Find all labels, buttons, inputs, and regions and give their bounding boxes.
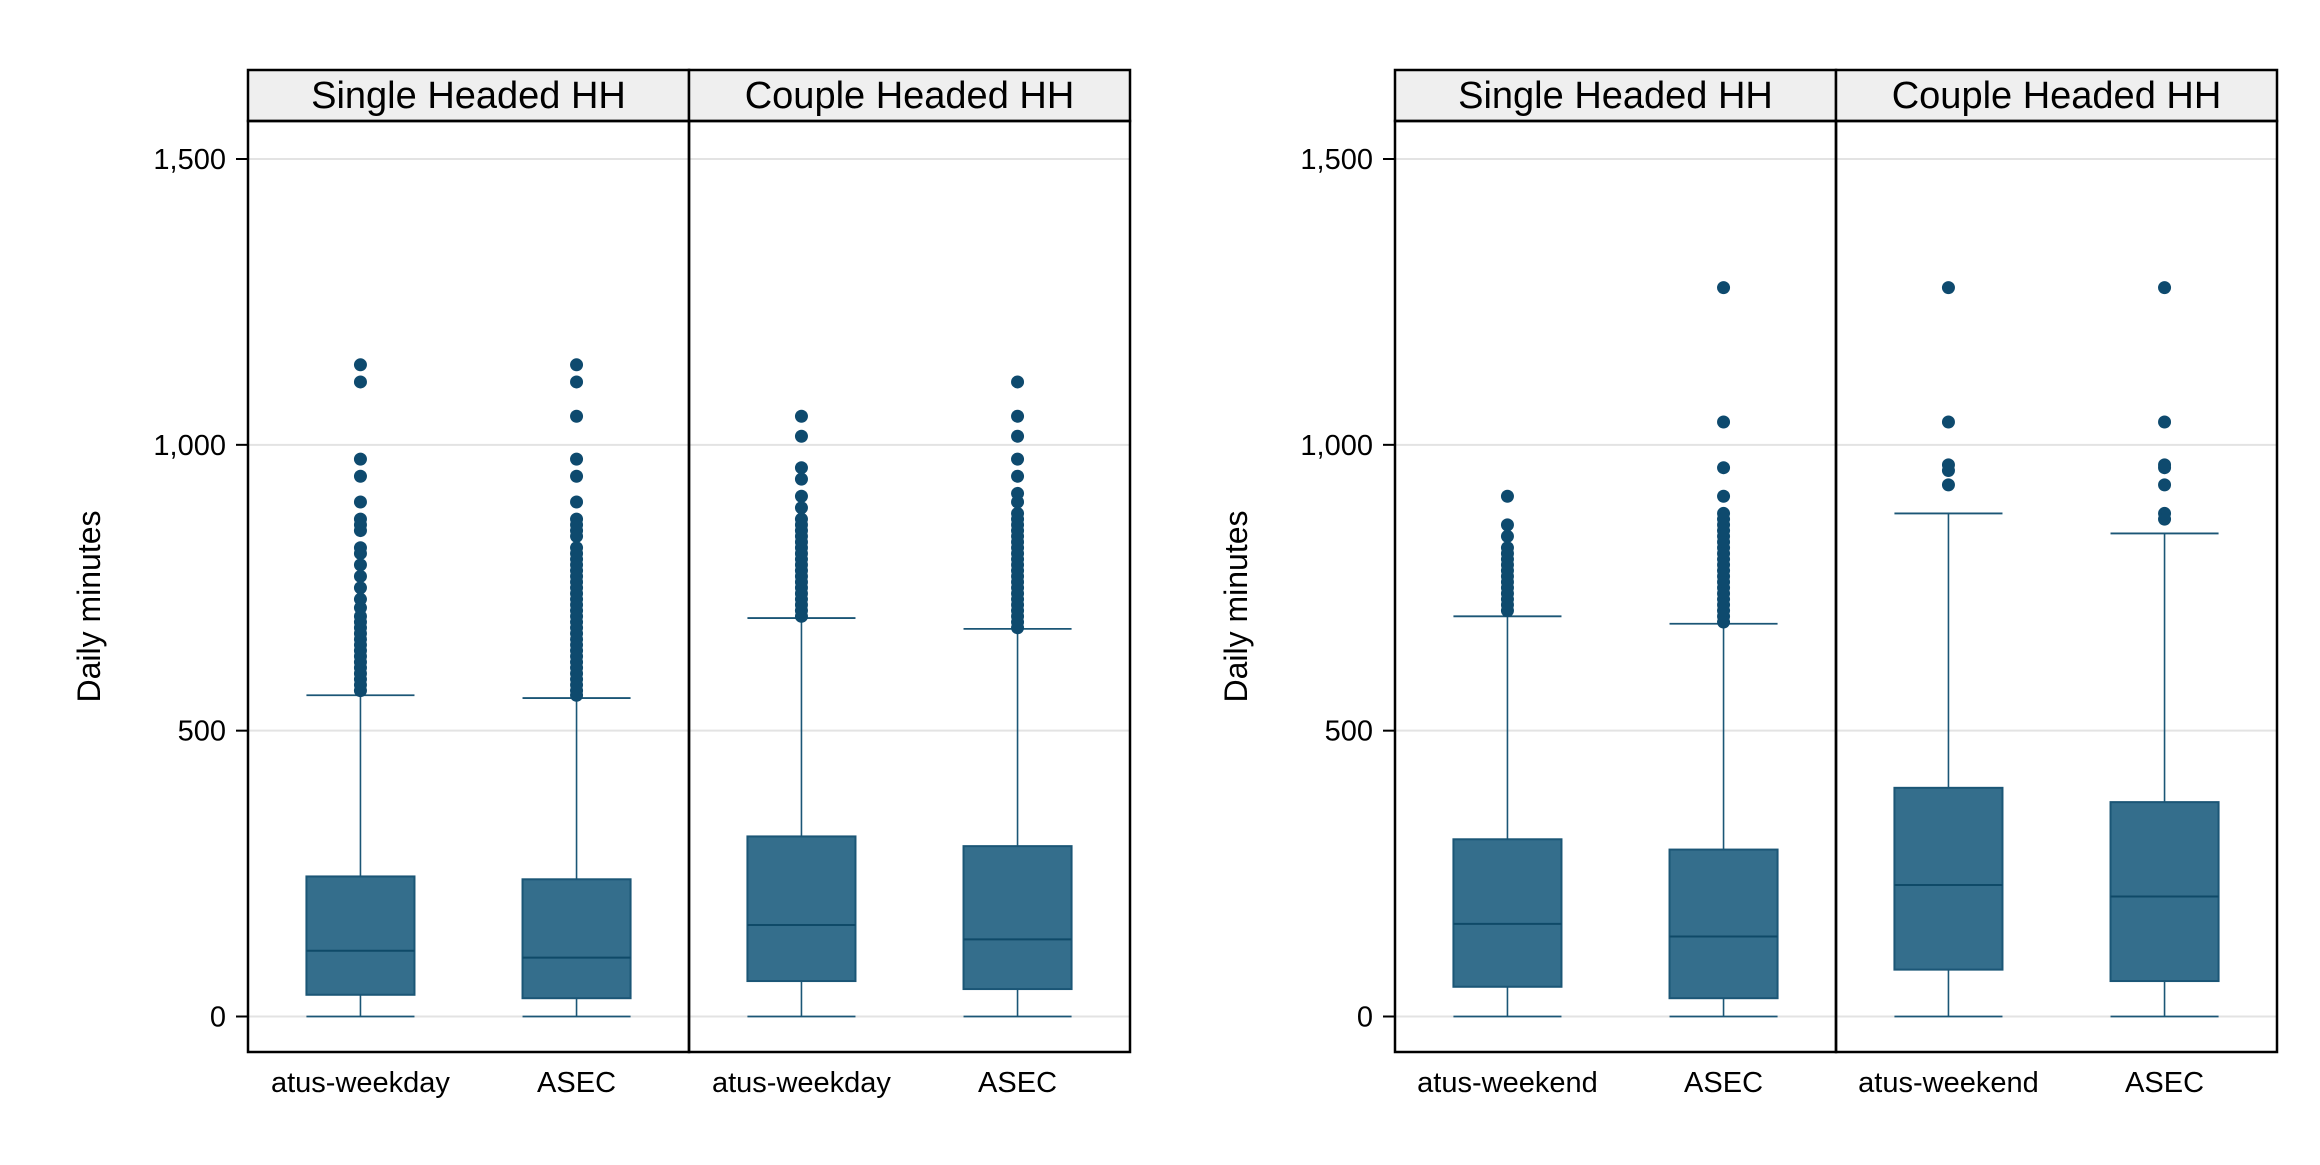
y-axis-label: Daily minutes: [71, 510, 107, 702]
outlier-point: [1500, 529, 1514, 543]
outlier-point: [353, 375, 367, 389]
y-axis-label: Daily minutes: [1218, 510, 1254, 702]
outlier-point: [1717, 615, 1731, 629]
outlier-point: [1011, 469, 1025, 483]
facet-frame: [1834, 119, 2279, 1054]
outlier-point: [1941, 464, 1955, 478]
outlier-point: [1717, 489, 1731, 503]
y-tick-label: 500: [1325, 716, 1373, 748]
chart-panel-1: 0 500 1,000 1,500 Daily minutes Single Headed…: [71, 68, 1132, 1099]
x-tick-label: atus-weekday: [712, 1067, 891, 1099]
box-iqr: [746, 835, 857, 983]
facet-strip: [687, 68, 1132, 123]
outlier-point: [570, 452, 584, 466]
x-tick-label: ASEC: [978, 1067, 1057, 1099]
outlier-point: [353, 495, 367, 509]
outlier-point: [353, 569, 367, 583]
x-tick-label: atus-weekday: [271, 1067, 450, 1099]
x-tick-label: atus-weekend: [1858, 1067, 2039, 1099]
outlier-point: [1941, 415, 1955, 429]
outlier-point: [1941, 281, 1955, 295]
box-iqr: [962, 845, 1073, 991]
y-tick-label: 1,500: [153, 144, 226, 176]
outlier-point: [1717, 461, 1731, 475]
outlier-point: [1717, 281, 1731, 295]
outlier-point: [2158, 478, 2172, 492]
facet-title: Couple Headed HH: [745, 75, 1075, 117]
facet-strip: [246, 68, 691, 123]
outlier-point: [353, 524, 367, 538]
facet-strip: [1393, 68, 1838, 123]
outlier-point: [2158, 415, 2172, 429]
outlier-point: [794, 409, 808, 423]
outlier-point: [570, 375, 584, 389]
y-tick-label: 1,000: [1300, 430, 1373, 462]
outlier-point: [353, 558, 367, 572]
outlier-point: [794, 501, 808, 515]
outlier-point: [1011, 375, 1025, 389]
outlier-point: [2158, 461, 2172, 475]
outlier-point: [1011, 429, 1025, 443]
box-iqr: [1893, 786, 2004, 971]
outlier-point: [794, 429, 808, 443]
outlier-point: [1011, 409, 1025, 423]
outlier-point: [353, 452, 367, 466]
facet-title: Single Headed HH: [311, 75, 626, 117]
y-tick-label: 1,500: [1300, 144, 1373, 176]
x-tick-label: ASEC: [537, 1067, 616, 1099]
chart-panel-2: 0 500 1,000 1,500 Daily minutes Single Headed…: [1218, 68, 2279, 1099]
outlier-point: [570, 358, 584, 372]
outlier-point: [1500, 518, 1514, 532]
outlier-point: [570, 469, 584, 483]
facet-title: Couple Headed HH: [1892, 75, 2222, 117]
outlier-point: [353, 546, 367, 560]
outlier-point: [2158, 512, 2172, 526]
outlier-point: [570, 688, 584, 702]
y-tick-label: 0: [1357, 1002, 1373, 1034]
outlier-point: [1500, 604, 1514, 618]
y-tick-label: 500: [178, 716, 226, 748]
facet-frame: [687, 119, 1132, 1054]
outlier-point: [794, 489, 808, 503]
outlier-point: [570, 529, 584, 543]
outlier-point: [1011, 495, 1025, 509]
y-tick-label: 0: [210, 1002, 226, 1034]
outlier-point: [353, 684, 367, 698]
box-iqr: [1668, 848, 1779, 1000]
outlier-point: [794, 461, 808, 475]
x-tick-label: ASEC: [2125, 1067, 2204, 1099]
box-iqr: [521, 878, 632, 1000]
outlier-point: [570, 495, 584, 509]
outlier-point: [794, 609, 808, 623]
y-tick-label: 1,000: [153, 430, 226, 462]
outlier-point: [794, 472, 808, 486]
box-iqr: [2109, 801, 2220, 983]
outlier-point: [353, 358, 367, 372]
outlier-point: [1717, 415, 1731, 429]
outlier-point: [1500, 489, 1514, 503]
outlier-point: [1011, 621, 1025, 635]
facet-title: Single Headed HH: [1458, 75, 1773, 117]
outlier-point: [353, 469, 367, 483]
outlier-point: [570, 409, 584, 423]
facet-strip: [1834, 68, 2279, 123]
box-iqr: [1452, 838, 1563, 988]
x-tick-label: atus-weekend: [1417, 1067, 1598, 1099]
x-tick-label: ASEC: [1684, 1067, 1763, 1099]
outlier-point: [1011, 452, 1025, 466]
box-iqr: [305, 875, 416, 996]
outlier-point: [1941, 478, 1955, 492]
outlier-point: [353, 581, 367, 595]
outlier-point: [2158, 281, 2172, 295]
